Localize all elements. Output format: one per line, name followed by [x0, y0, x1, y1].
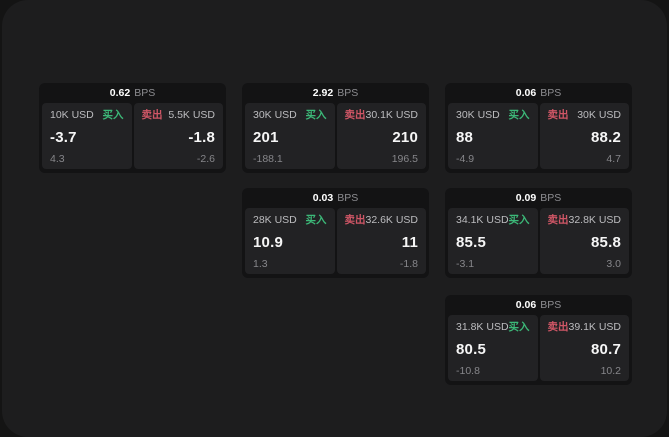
buy-amount: 34.1K USD	[456, 214, 509, 226]
buy-amount: 31.8K USD	[456, 321, 509, 333]
buy-amount: 30K USD	[456, 109, 500, 121]
sell-side-label: 卖出	[547, 214, 569, 226]
bps-header: 0.09 BPS	[448, 188, 629, 208]
buy-price: 201	[253, 128, 279, 146]
bps-value: 0.06	[515, 86, 537, 99]
sell-side-label: 卖出	[344, 109, 366, 121]
sell-price: 88.2	[591, 128, 621, 146]
buy-panel[interactable]: 30K USD 买入 88 -4.9	[448, 103, 538, 169]
sell-panel[interactable]: 卖出 32.6K USD 11 -1.8	[336, 208, 426, 274]
bps-value: 0.09	[515, 191, 537, 204]
sell-panel[interactable]: 卖出 30K USD 88.2 4.7	[539, 103, 629, 169]
sell-sub-value: 3.0	[606, 257, 621, 270]
quote-panels: 30K USD 买入 201 -188.1 卖出 30.1K USD 210 1…	[245, 103, 426, 169]
buy-sub-value: -10.8	[456, 364, 480, 377]
buy-sub-value: -4.9	[456, 152, 475, 165]
buy-price: -3.7	[50, 128, 77, 146]
quote-card-3: 0.06 BPS 30K USD 买入 88 -4.9 卖出 30K USD	[445, 83, 632, 173]
quote-card-6: 0.06 BPS 31.8K USD 买入 80.5 -10.8 卖出 39.1…	[445, 295, 632, 385]
buy-amount: 30K USD	[253, 109, 297, 121]
sell-amount: 5.5K USD	[168, 109, 215, 121]
bps-unit-label: BPS	[540, 191, 562, 204]
sell-side-label: 卖出	[141, 109, 163, 121]
bps-header: 0.06 BPS	[448, 83, 629, 103]
sell-amount: 32.6K USD	[365, 214, 419, 226]
sell-price: 210	[392, 128, 418, 146]
bps-header: 0.03 BPS	[245, 188, 426, 208]
buy-panel[interactable]: 30K USD 买入 201 -188.1	[245, 103, 335, 169]
buy-panel[interactable]: 31.8K USD 买入 80.5 -10.8	[448, 315, 538, 381]
quote-panels: 28K USD 买入 10.9 1.3 卖出 32.6K USD 11 -1.8	[245, 208, 426, 274]
sell-side-label: 卖出	[547, 321, 569, 333]
buy-sub-value: 4.3	[50, 152, 65, 165]
bps-unit-label: BPS	[337, 191, 359, 204]
sell-panel[interactable]: 卖出 39.1K USD 80.7 10.2	[539, 315, 629, 381]
buy-amount: 28K USD	[253, 214, 297, 226]
buy-amount: 10K USD	[50, 109, 94, 121]
bps-header: 0.62 BPS	[42, 83, 223, 103]
sell-amount: 32.8K USD	[568, 214, 622, 226]
buy-panel[interactable]: 34.1K USD 买入 85.5 -3.1	[448, 208, 538, 274]
sell-side-label: 卖出	[344, 214, 366, 226]
sell-price: 85.8	[591, 233, 621, 251]
quote-card-1: 0.62 BPS 10K USD 买入 -3.7 4.3 卖出 5.5K USD	[39, 83, 226, 173]
buy-side-label: 买入	[508, 321, 530, 333]
bps-header: 0.06 BPS	[448, 295, 629, 315]
bps-header: 2.92 BPS	[245, 83, 426, 103]
bps-unit-label: BPS	[540, 86, 562, 99]
quote-card-5: 0.09 BPS 34.1K USD 买入 85.5 -3.1 卖出 32.8K…	[445, 188, 632, 278]
buy-price: 10.9	[253, 233, 283, 251]
quote-panels: 34.1K USD 买入 85.5 -3.1 卖出 32.8K USD 85.8…	[448, 208, 629, 274]
sell-amount: 30K USD	[577, 109, 621, 121]
bps-unit-label: BPS	[134, 86, 156, 99]
sell-sub-value: 10.2	[600, 364, 621, 377]
sell-panel[interactable]: 卖出 32.8K USD 85.8 3.0	[539, 208, 629, 274]
sell-sub-value: -1.8	[399, 257, 418, 270]
quote-card-2: 2.92 BPS 30K USD 买入 201 -188.1 卖出 30.1K …	[242, 83, 429, 173]
buy-side-label: 买入	[508, 214, 530, 226]
bps-unit-label: BPS	[337, 86, 359, 99]
bps-value: 0.03	[312, 191, 334, 204]
sell-side-label: 卖出	[547, 109, 569, 121]
quote-card-4: 0.03 BPS 28K USD 买入 10.9 1.3 卖出 32.6K US…	[242, 188, 429, 278]
sell-price: 80.7	[591, 340, 621, 358]
buy-price: 85.5	[456, 233, 486, 251]
quote-panels: 10K USD 买入 -3.7 4.3 卖出 5.5K USD -1.8 -2.…	[42, 103, 223, 169]
quote-panels: 30K USD 买入 88 -4.9 卖出 30K USD 88.2 4.7	[448, 103, 629, 169]
sell-sub-value: 4.7	[606, 152, 621, 165]
buy-price: 80.5	[456, 340, 486, 358]
quote-panels: 31.8K USD 买入 80.5 -10.8 卖出 39.1K USD 80.…	[448, 315, 629, 381]
bps-value: 0.06	[515, 298, 537, 311]
buy-side-label: 买入	[305, 109, 327, 121]
buy-sub-value: 1.3	[253, 257, 268, 270]
bps-unit-label: BPS	[540, 298, 562, 311]
bps-value: 0.62	[109, 86, 131, 99]
sell-sub-value: 196.5	[391, 152, 418, 165]
sell-price: -1.8	[188, 128, 215, 146]
buy-side-label: 买入	[508, 109, 530, 121]
sell-sub-value: -2.6	[196, 152, 215, 165]
sell-price: 11	[401, 233, 418, 251]
sell-panel[interactable]: 卖出 5.5K USD -1.8 -2.6	[133, 103, 223, 169]
buy-panel[interactable]: 28K USD 买入 10.9 1.3	[245, 208, 335, 274]
buy-sub-value: -3.1	[456, 257, 475, 270]
buy-panel[interactable]: 10K USD 买入 -3.7 4.3	[42, 103, 132, 169]
sell-panel[interactable]: 卖出 30.1K USD 210 196.5	[336, 103, 426, 169]
sell-amount: 39.1K USD	[568, 321, 622, 333]
buy-price: 88	[456, 128, 474, 146]
buy-sub-value: -188.1	[253, 152, 283, 165]
buy-side-label: 买入	[305, 214, 327, 226]
bps-value: 2.92	[312, 86, 334, 99]
buy-side-label: 买入	[102, 109, 124, 121]
sell-amount: 30.1K USD	[365, 109, 419, 121]
